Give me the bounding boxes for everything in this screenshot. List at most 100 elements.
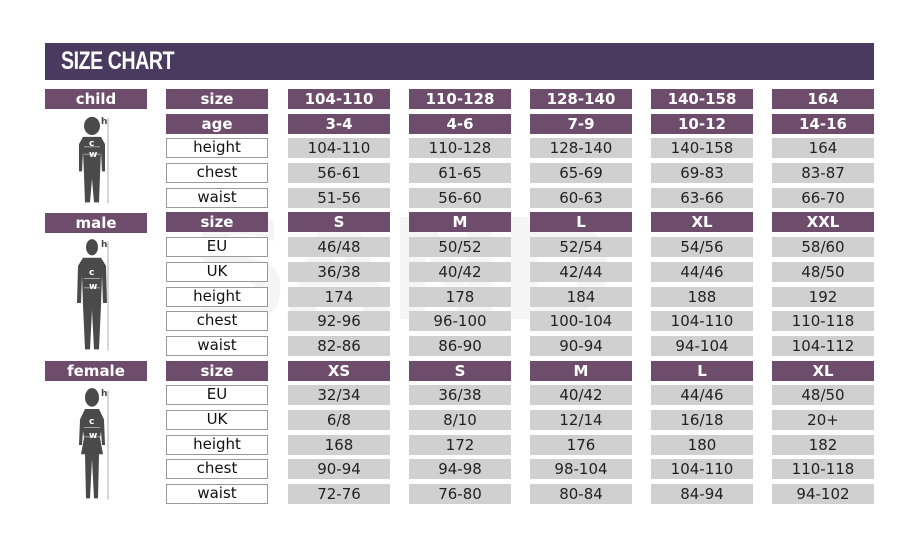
table-cell: 174 [288,287,390,307]
waist-mark: w [89,149,98,160]
table-cell: 110-128 [409,138,511,158]
column-header: M [409,212,511,232]
table-cell: 69-83 [651,163,753,183]
table-cell: 61-65 [409,163,511,183]
table-cell: 48/50 [772,262,874,282]
table-cell: 140-158 [651,138,753,158]
waist-mark: w [89,282,98,293]
column-header: 4-6 [409,114,511,134]
chest-mark: c [89,417,95,428]
column-header: M [530,361,632,381]
table-cell: 172 [409,435,511,455]
table-cell: 8/10 [409,410,511,430]
table-cell: 6/8 [288,410,390,430]
column-header: 104-110 [288,89,390,109]
table-cell: 84-94 [651,484,753,504]
row-label-waist: waist [166,484,268,504]
table-cell: 80-84 [530,484,632,504]
column-header: 14-16 [772,114,874,134]
height-mark: h [101,240,108,250]
table-cell: 12/14 [530,410,632,430]
table-cell: 44/46 [651,385,753,405]
table-cell: 104-110 [651,311,753,331]
table-cell: 180 [651,435,753,455]
table-cell: 16/18 [651,410,753,430]
table-cell: 90-94 [288,459,390,479]
table-cell: 40/42 [409,262,511,282]
table-cell: 164 [772,138,874,158]
row-label-UK: UK [166,410,268,430]
table-cell: 110-118 [772,459,874,479]
row-label-waist: waist [166,336,268,356]
row-label-height: height [166,138,268,158]
row-label-chest: chest [166,459,268,479]
column-header: L [651,361,753,381]
table-cell: 104-110 [651,459,753,479]
table-cell: 36/38 [288,262,390,282]
table-cell: 76-80 [409,484,511,504]
table-cell: 104-110 [288,138,390,158]
column-header: 128-140 [530,89,632,109]
table-cell: 98-104 [530,459,632,479]
table-cell: 44/46 [651,262,753,282]
row-label-chest: chest [166,163,268,183]
row-label-age: age [166,114,268,134]
table-cell: 96-100 [409,311,511,331]
table-cell: 188 [651,287,753,307]
table-cell: 182 [772,435,874,455]
column-header: 3-4 [288,114,390,134]
table-cell: 54/56 [651,237,753,257]
row-label-waist: waist [166,188,268,208]
table-cell: 110-118 [772,311,874,331]
table-cell: 63-66 [651,188,753,208]
column-header: XXL [772,212,874,232]
table-cell: 192 [772,287,874,307]
row-label-UK: UK [166,262,268,282]
table-cell: 48/50 [772,385,874,405]
row-label-height: height [166,287,268,307]
table-cell: 56-61 [288,163,390,183]
row-label-height: height [166,435,268,455]
column-header: XL [651,212,753,232]
table-cell: 83-87 [772,163,874,183]
table-cell: 184 [530,287,632,307]
table-cell: 52/54 [530,237,632,257]
table-cell: 56-60 [409,188,511,208]
row-label-EU: EU [166,237,268,257]
row-label-size: size [166,361,268,381]
table-cell: 58/60 [772,237,874,257]
table-cell: 176 [530,435,632,455]
table-cell: 100-104 [530,311,632,331]
table-cell: 72-76 [288,484,390,504]
table-cell: 65-69 [530,163,632,183]
child-figure-icon [79,116,122,206]
table-cell: 82-86 [288,336,390,356]
section-label-child: child [45,89,147,109]
row-label-size: size [166,89,268,109]
column-header: S [409,361,511,381]
table-cell: 40/42 [530,385,632,405]
table-cell: 36/38 [409,385,511,405]
waist-mark: w [89,431,98,442]
column-header: XS [288,361,390,381]
female-figure-icon [79,388,122,503]
height-mark: h [101,389,108,399]
row-label-EU: EU [166,385,268,405]
table-cell: 60-63 [530,188,632,208]
table-cell: 92-96 [288,311,390,331]
table-cell: 20+ [772,410,874,430]
column-header: 140-158 [651,89,753,109]
column-header: L [530,212,632,232]
table-cell: 94-98 [409,459,511,479]
table-cell: 128-140 [530,138,632,158]
table-cell: 178 [409,287,511,307]
table-cell: 66-70 [772,188,874,208]
chest-mark: c [89,138,95,149]
table-cell: 104-112 [772,336,874,356]
column-header: 7-9 [530,114,632,134]
section-label-male: male [45,212,147,233]
height-mark: h [101,117,108,127]
row-label-chest: chest [166,311,268,331]
column-header: 110-128 [409,89,511,109]
table-cell: 168 [288,435,390,455]
